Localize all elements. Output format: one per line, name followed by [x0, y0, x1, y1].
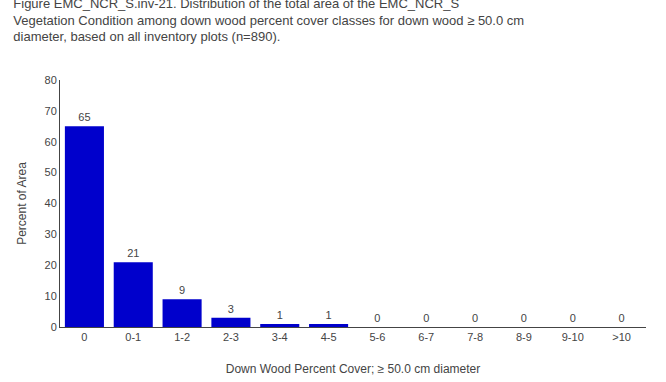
svg-text:1: 1	[277, 309, 283, 321]
svg-text:80: 80	[45, 74, 57, 86]
svg-text:20: 20	[45, 259, 57, 271]
svg-text:0: 0	[570, 312, 576, 324]
svg-text:Figure EMC_NCR_S.inv-21. Distr: Figure EMC_NCR_S.inv-21. Distribution of…	[13, 0, 524, 44]
svg-text:10: 10	[45, 290, 57, 302]
svg-text:0: 0	[374, 312, 380, 324]
svg-text:7-8: 7-8	[467, 331, 483, 343]
svg-text:>10: >10	[612, 331, 631, 343]
svg-text:Percent of Area: Percent of Area	[15, 162, 29, 245]
svg-text:1-2: 1-2	[174, 331, 190, 343]
svg-text:3: 3	[228, 303, 234, 315]
svg-text:21: 21	[127, 247, 139, 259]
svg-text:1: 1	[326, 309, 332, 321]
svg-text:3-4: 3-4	[272, 331, 288, 343]
svg-text:8-9: 8-9	[516, 331, 532, 343]
svg-text:4-5: 4-5	[321, 331, 337, 343]
svg-text:0: 0	[51, 321, 57, 333]
svg-text:0: 0	[81, 331, 87, 343]
svg-text:0: 0	[423, 312, 429, 324]
svg-text:50: 50	[45, 166, 57, 178]
svg-text:5-6: 5-6	[369, 331, 385, 343]
svg-text:60: 60	[45, 136, 57, 148]
svg-text:0: 0	[521, 312, 527, 324]
svg-text:30: 30	[45, 228, 57, 240]
svg-text:Down Wood Percent Cover; ≥ 50.: Down Wood Percent Cover; ≥ 50.0 cm diame…	[226, 362, 480, 376]
svg-text:2-3: 2-3	[223, 331, 239, 343]
svg-text:0-1: 0-1	[125, 331, 141, 343]
svg-text:70: 70	[45, 105, 57, 117]
svg-text:65: 65	[78, 111, 90, 123]
svg-text:40: 40	[45, 197, 57, 209]
svg-text:0: 0	[472, 312, 478, 324]
svg-text:9-10: 9-10	[562, 331, 584, 343]
svg-text:9: 9	[179, 284, 185, 296]
svg-text:6-7: 6-7	[418, 331, 434, 343]
svg-text:0: 0	[619, 312, 625, 324]
